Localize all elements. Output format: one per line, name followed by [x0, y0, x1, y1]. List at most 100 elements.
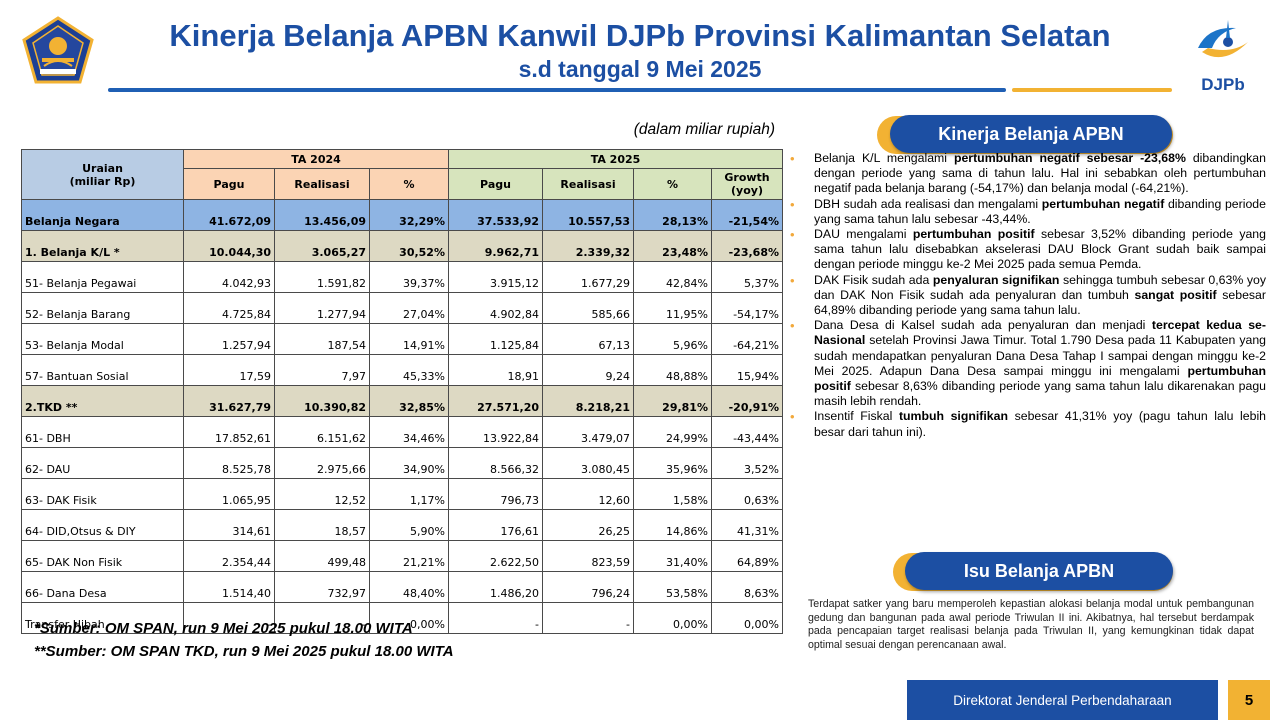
bullet-emphasis: penyaluran signifikan: [932, 272, 1060, 287]
cell-pct24: 48,40%: [369, 571, 449, 603]
cell-pagu25: 796,73: [448, 478, 543, 510]
cell-pagu24: 31.627,79: [183, 385, 275, 417]
cell-real24: 7,97: [274, 354, 370, 386]
cell-pct25: 35,96%: [633, 447, 712, 479]
cell-real24: 3.065,27: [274, 230, 370, 262]
cell-pct24: 34,46%: [369, 416, 449, 448]
cell-pct24: 27,04%: [369, 292, 449, 324]
header-ta2025: TA 2025: [448, 149, 783, 169]
cell-real24: 18,57: [274, 509, 370, 541]
title-rule-blue: [108, 88, 1006, 92]
page-subtitle: s.d tanggal 9 Mei 2025: [518, 56, 762, 82]
cell-real24: 13.456,09: [274, 199, 370, 231]
unit-note: (dalam miliar rupiah): [633, 121, 775, 138]
cell-real24: 1.591,82: [274, 261, 370, 293]
cell-growth: 5,37%: [711, 261, 783, 293]
cell-growth: -54,17%: [711, 292, 783, 324]
row-label: 66- Dana Desa: [21, 571, 184, 603]
bullet-text: DAK Fisik sudah ada: [814, 272, 933, 287]
bullet-emphasis: tumbuh signifikan: [898, 409, 1008, 424]
kinerja-bullet: Belanja K/L mengalami pertumbuhan negati…: [790, 151, 1266, 197]
cell-pct24: 0,00%: [369, 602, 449, 634]
bullet-emphasis: pertumbuhan negatif: [1041, 196, 1165, 211]
cell-pct24: 45,33%: [369, 354, 449, 386]
cell-pct25: 5,96%: [633, 323, 712, 355]
cell-real25: 3.080,45: [542, 447, 634, 479]
source-note-1: *Sumber: OM SPAN, run 9 Mei 2025 pukul 1…: [34, 620, 413, 637]
header-realisasi-2025: Realisasi: [542, 168, 634, 200]
cell-pagu24: 17,59: [183, 354, 275, 386]
cell-pagu25: 37.533,92: [448, 199, 543, 231]
table-row: 62- DAU 8.525,78 2.975,66 34,90% 8.566,32 3.0…: [21, 447, 783, 479]
cell-growth: 0,00%: [711, 602, 783, 634]
bullet-text: Belanja K/L mengalami: [814, 151, 954, 165]
cell-pct24: 32,85%: [369, 385, 449, 417]
header-pagu-2024: Pagu: [183, 168, 275, 200]
table-row: 64- DID,Otsus & DIY 314,61 18,57 5,90% 176,6…: [21, 509, 783, 541]
cell-growth: -21,54%: [711, 199, 783, 231]
cell-growth: 8,63%: [711, 571, 783, 603]
cell-real25: 1.677,29: [542, 261, 634, 293]
kinerja-bullet: DBH sudah ada realisasi dan mengalami pe…: [790, 197, 1266, 227]
cell-real25: 26,25: [542, 509, 634, 541]
cell-pct25: 23,48%: [633, 230, 712, 262]
cell-growth: -20,91%: [711, 385, 783, 417]
cell-pct25: 0,00%: [633, 602, 712, 634]
cell-pct24: 1,17%: [369, 478, 449, 510]
header-pagu-2025: Pagu: [448, 168, 543, 200]
cell-pagu24: 10.044,30: [183, 230, 275, 262]
table-row: 57- Bantuan Sosial 17,59 7,97 45,33% 18,91 9,…: [21, 354, 783, 386]
cell-pagu24: 2.354,44: [183, 540, 275, 572]
table-body: Belanja Negara 41.672,09 13.456,09 32,29% 37…: [21, 199, 783, 634]
row-label: 52- Belanja Barang: [21, 292, 184, 324]
header-ta2024: TA 2024: [183, 149, 449, 169]
bullet-text: DAU mengalami: [814, 227, 913, 242]
header-growth: Growth (yoy): [711, 168, 783, 200]
cell-real25: 2.339,32: [542, 230, 634, 262]
cell-pagu25: -: [448, 602, 543, 634]
cell-pagu24: 4.725,84: [183, 292, 275, 324]
header-growth-sub: (yoy): [731, 184, 763, 197]
bullet-emphasis: pertumbuhan positif: [912, 227, 1035, 242]
cell-pct24: 32,29%: [369, 199, 449, 231]
kemenkeu-logo: [20, 16, 96, 86]
cell-pct25: 28,13%: [633, 199, 712, 231]
cell-pagu24: 1.257,94: [183, 323, 275, 355]
header-uraian: Uraian (miliar Rp): [21, 149, 184, 200]
row-label: 65- DAK Non Fisik: [21, 540, 184, 572]
page-number: 5: [1228, 680, 1270, 720]
source-note-2: **Sumber: OM SPAN TKD, run 9 Mei 2025 pu…: [34, 643, 454, 660]
table-row: 66- Dana Desa 1.514,40 732,97 48,40% 1.486,2…: [21, 571, 783, 603]
cell-real24: -: [274, 602, 370, 634]
djpb-logo-mark: [1198, 20, 1248, 58]
bullet-text: dibandingkan dengan periode yang sama di…: [814, 151, 1266, 196]
cell-real25: 67,13: [542, 323, 634, 355]
cell-pagu25: 18,91: [448, 354, 543, 386]
cell-growth: 0,63%: [711, 478, 783, 510]
cell-real25: 12,60: [542, 478, 634, 510]
footer-org-label: Direktorat Jenderal Perbendaharaan: [907, 680, 1218, 720]
cell-pct24: 14,91%: [369, 323, 449, 355]
bullet-text: setelah Provinsi Jawa Timur. Total 1.790…: [814, 333, 1266, 378]
table-row: 2.TKD ** 31.627,79 10.390,82 32,85% 27.571,2…: [21, 385, 783, 417]
cell-pagu24: 1.065,95: [183, 478, 275, 510]
cell-growth: 64,89%: [711, 540, 783, 572]
row-label: 53- Belanja Modal: [21, 323, 184, 355]
cell-pct25: 1,58%: [633, 478, 712, 510]
cell-pagu25: 8.566,32: [448, 447, 543, 479]
djpb-logo-text: DJPb: [1201, 75, 1245, 94]
header-realisasi-2024: Realisasi: [274, 168, 370, 200]
row-label: Transfer Hibah: [21, 602, 184, 634]
cell-real24: 732,97: [274, 571, 370, 603]
kinerja-heading: Kinerja Belanja APBN: [890, 115, 1172, 153]
cell-pct25: 42,84%: [633, 261, 712, 293]
cell-pagu25: 1.486,20: [448, 571, 543, 603]
bullet-emphasis: pertumbuhan negatif sebesar -23,68%: [953, 151, 1186, 165]
cell-pagu25: 3.915,12: [448, 261, 543, 293]
cell-pagu24: 17.852,61: [183, 416, 275, 448]
cell-growth: 15,94%: [711, 354, 783, 386]
cell-growth: -64,21%: [711, 323, 783, 355]
cell-growth: 41,31%: [711, 509, 783, 541]
cell-pagu25: 9.962,71: [448, 230, 543, 262]
kinerja-bullet: Insentif Fiskal tumbuh signifikan sebesa…: [790, 409, 1266, 439]
